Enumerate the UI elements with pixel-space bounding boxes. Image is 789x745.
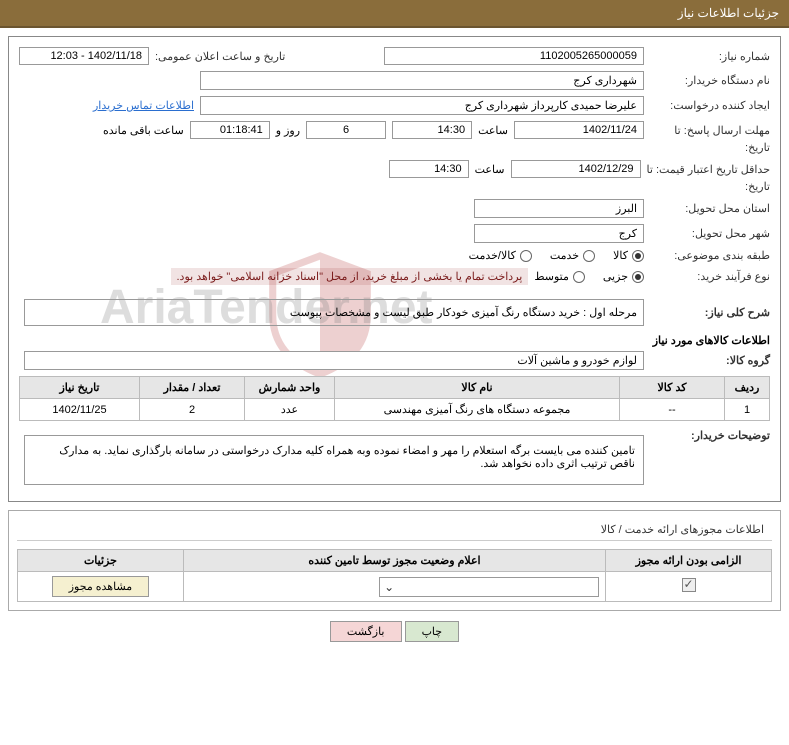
category-radio-0[interactable]: کالا xyxy=(613,249,644,262)
th-qty: تعداد / مقدار xyxy=(140,377,245,399)
deadline-date-field: 1402/11/24 xyxy=(514,121,644,139)
back-button[interactable]: بازگشت xyxy=(330,621,402,642)
purchase-type-radio-group: جزیی متوسط xyxy=(534,270,644,283)
deadline-remaining-label: ساعت باقی مانده xyxy=(103,124,184,137)
cell-mandatory xyxy=(606,572,772,602)
buyer-note-box: تامین کننده می بایست برگه استعلام را مهر… xyxy=(24,435,644,485)
license-section-title: اطلاعات مجوزهای ارائه خدمت / کالا xyxy=(17,519,772,541)
buyer-org-label: نام دستگاه خریدار: xyxy=(650,74,770,87)
city-field: کرج xyxy=(474,224,644,243)
deadline-time-label: ساعت xyxy=(478,124,508,137)
cell-date: 1402/11/25 xyxy=(20,399,140,421)
goods-table-row: 1 -- مجموعه دستگاه های رنگ آمیزی مهندسی … xyxy=(20,399,770,421)
status-dropdown[interactable] xyxy=(379,577,599,597)
license-panel: اطلاعات مجوزهای ارائه خدمت / کالا الزامی… xyxy=(8,510,781,611)
cell-qty: 2 xyxy=(140,399,245,421)
th-name: نام کالا xyxy=(335,377,620,399)
cell-status xyxy=(183,572,605,602)
buyer-note-label: توضیحات خریدار: xyxy=(650,429,770,442)
deadline-days-field: 6 xyxy=(306,121,386,139)
th-date: تاریخ نیاز xyxy=(20,377,140,399)
radio-icon xyxy=(632,250,644,262)
license-table: الزامی بودن ارائه مجوز اعلام وضعیت مجوز … xyxy=(17,549,772,602)
province-field: البرز xyxy=(474,199,644,218)
buyer-org-field: شهرداری کرج xyxy=(200,71,644,90)
province-label: استان محل تحویل: xyxy=(650,202,770,215)
need-number-label: شماره نیاز: xyxy=(650,50,770,63)
cell-details: مشاهده مجوز xyxy=(18,572,184,602)
purchase-type-radio-1[interactable]: متوسط xyxy=(534,270,585,283)
deadline-days-label: روز و xyxy=(276,124,300,137)
th-unit: واحد شمارش xyxy=(245,377,335,399)
deadline-time-field: 14:30 xyxy=(392,121,472,139)
goods-table: ردیف کد کالا نام کالا واحد شمارش تعداد /… xyxy=(19,376,770,421)
radio-icon xyxy=(583,250,595,262)
buyer-contact-link[interactable]: اطلاعات تماس خریدار xyxy=(93,99,194,112)
print-button[interactable]: چاپ xyxy=(405,621,460,642)
announce-field: 1402/11/18 - 12:03 xyxy=(19,47,149,65)
deadline-label1: مهلت ارسال پاسخ: تا xyxy=(650,124,770,137)
need-number-field: 1102005265000059 xyxy=(384,47,644,65)
deadline-remaining-field: 01:18:41 xyxy=(190,121,270,139)
mandatory-checkbox xyxy=(682,578,696,592)
th-mandatory: الزامی بودن ارائه مجوز xyxy=(606,550,772,572)
validity-time-field: 14:30 xyxy=(389,160,469,178)
th-code: کد کالا xyxy=(620,377,725,399)
validity-label1: حداقل تاریخ اعتبار قیمت: تا xyxy=(647,163,770,176)
overall-desc-box: مرحله اول : خرید دستگاه رنگ آمیزی خودکار… xyxy=(24,299,644,326)
category-radio-group: کالا خدمت کالا/خدمت xyxy=(469,249,644,262)
th-details: جزئیات xyxy=(18,550,184,572)
purchase-type-label: نوع فرآیند خرید: xyxy=(650,270,770,283)
requester-label: ایجاد کننده درخواست: xyxy=(650,99,770,112)
deadline-label2: تاریخ: xyxy=(650,141,770,154)
goods-group-label: گروه کالا: xyxy=(650,354,770,367)
category-radio-2[interactable]: کالا/خدمت xyxy=(469,249,532,262)
city-label: شهر محل تحویل: xyxy=(650,227,770,240)
th-row: ردیف xyxy=(725,377,770,399)
overall-desc-label: شرح کلی نیاز: xyxy=(650,306,770,319)
view-license-button[interactable]: مشاهده مجوز xyxy=(52,576,149,597)
action-button-row: چاپ بازگشت xyxy=(0,621,789,642)
validity-time-label: ساعت xyxy=(475,163,505,176)
goods-group-field: لوازم خودرو و ماشین آلات xyxy=(24,351,644,370)
cell-name: مجموعه دستگاه های رنگ آمیزی مهندسی xyxy=(335,399,620,421)
goods-section-title: اطلاعات کالاهای مورد نیاز xyxy=(19,334,770,347)
category-label: طبقه بندی موضوعی: xyxy=(650,249,770,262)
cell-row: 1 xyxy=(725,399,770,421)
validity-date-field: 1402/12/29 xyxy=(511,160,641,178)
category-radio-1[interactable]: خدمت xyxy=(550,249,595,262)
license-table-header-row: الزامی بودن ارائه مجوز اعلام وضعیت مجوز … xyxy=(18,550,772,572)
main-panel: شماره نیاز: 1102005265000059 تاریخ و ساع… xyxy=(8,36,781,502)
purchase-type-radio-0[interactable]: جزیی xyxy=(603,270,644,283)
goods-table-header-row: ردیف کد کالا نام کالا واحد شمارش تعداد /… xyxy=(20,377,770,399)
announce-label: تاریخ و ساعت اعلان عمومی: xyxy=(155,50,285,63)
radio-icon xyxy=(573,271,585,283)
cell-code: -- xyxy=(620,399,725,421)
cell-unit: عدد xyxy=(245,399,335,421)
th-status: اعلام وضعیت مجوز توسط تامین کننده xyxy=(183,550,605,572)
radio-icon xyxy=(632,271,644,283)
requester-field: علیرضا حمیدی کارپرداز شهرداری کرج xyxy=(200,96,644,115)
validity-label2: تاریخ: xyxy=(650,180,770,193)
purchase-note: پرداخت تمام یا بخشی از مبلغ خرید، از محل… xyxy=(171,268,529,285)
page-header: جزئیات اطلاعات نیاز xyxy=(0,0,789,28)
license-table-row: مشاهده مجوز xyxy=(18,572,772,602)
radio-icon xyxy=(520,250,532,262)
page-title: جزئیات اطلاعات نیاز xyxy=(678,6,779,20)
